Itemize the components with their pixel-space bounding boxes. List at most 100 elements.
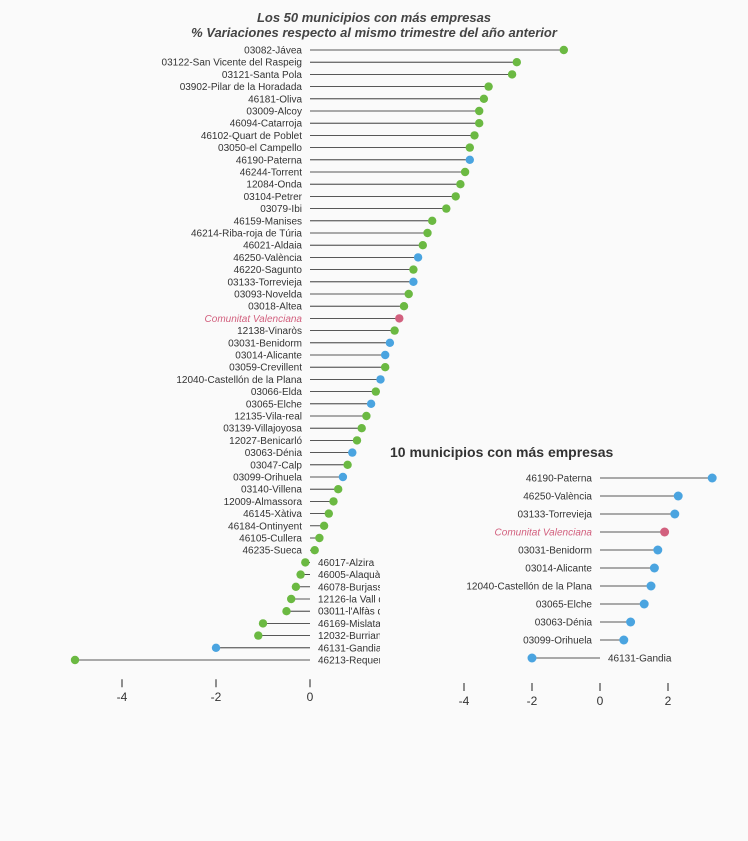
lollipop-dot xyxy=(475,119,483,127)
row-label: 46235-Sueca xyxy=(243,546,303,557)
axis-label: 0 xyxy=(597,694,604,708)
row-label: 03009-Alcoy xyxy=(246,107,302,118)
lollipop-dot xyxy=(419,241,427,249)
row-label: 46190-Paterna xyxy=(236,155,303,166)
lollipop-dot xyxy=(405,290,413,298)
lollipop-dot xyxy=(292,583,300,591)
row-label: 46184-Ontinyent xyxy=(228,521,302,532)
lollipop-dot xyxy=(640,600,649,609)
axis-label: 2 xyxy=(665,694,672,708)
lollipop-dot xyxy=(315,534,323,542)
row-label: 46094-Catarroja xyxy=(230,119,303,130)
row-label: 03140-Villena xyxy=(241,485,302,496)
row-label: 03082-Jávea xyxy=(244,46,302,57)
row-label: 12040-Castellón de la Plana xyxy=(466,582,592,593)
row-label: 46145-Xàtiva xyxy=(243,509,302,520)
row-label: 03065-Elche xyxy=(536,600,593,611)
chart-title-2: % Variaciones respecto al mismo trimestr… xyxy=(10,25,738,40)
row-label: 46021-Aldaia xyxy=(243,241,302,252)
axis-label: -2 xyxy=(527,694,538,708)
lollipop-dot xyxy=(452,192,460,200)
lollipop-dot xyxy=(395,314,403,322)
lollipop-dot xyxy=(311,546,319,554)
row-label: 12084-Onda xyxy=(246,180,302,191)
row-label: 03902-Pilar de la Horadada xyxy=(180,82,303,93)
lollipop-dot xyxy=(423,229,431,237)
lollipop-dot xyxy=(71,656,79,664)
row-label: 46102-Quart de Poblet xyxy=(201,131,302,142)
lollipop-dot xyxy=(287,595,295,603)
lollipop-dot xyxy=(466,156,474,164)
row-label: 46131-Gandia xyxy=(608,654,672,665)
lollipop-dot xyxy=(626,618,635,627)
inset-title: 10 municipios con más empresas xyxy=(380,440,740,468)
lollipop-dot xyxy=(390,326,398,334)
row-label: 03079-Ibi xyxy=(260,204,302,215)
lollipop-dot xyxy=(466,143,474,151)
lollipop-dot xyxy=(660,528,669,537)
lollipop-dot xyxy=(513,58,521,66)
lollipop-dot xyxy=(301,558,309,566)
lollipop-dot xyxy=(670,510,679,519)
row-label: 03050-el Campello xyxy=(218,143,302,154)
lollipop-dot xyxy=(484,82,492,90)
lollipop-dot xyxy=(282,607,290,615)
lollipop-dot xyxy=(528,654,537,663)
lollipop-dot xyxy=(381,363,389,371)
row-label: 12027-Benicarló xyxy=(229,436,302,447)
row-label: 03121-Santa Pola xyxy=(222,70,303,81)
lollipop-dot xyxy=(334,485,342,493)
lollipop-dot xyxy=(653,546,662,555)
row-label: 03133-Torrevieja xyxy=(518,510,593,521)
row-label: 12009-Almassora xyxy=(224,497,303,508)
row-label: 03063-Dénia xyxy=(245,448,303,459)
row-label: 46105-Cullera xyxy=(239,534,302,545)
lollipop-dot xyxy=(428,217,436,225)
lollipop-dot xyxy=(376,375,384,383)
lollipop-dot xyxy=(259,619,267,627)
lollipop-dot xyxy=(414,253,422,261)
lollipop-dot xyxy=(475,107,483,115)
row-label: 03047-Calp xyxy=(250,460,302,471)
row-label: 03018-Altea xyxy=(248,302,302,313)
row-label: 03133-Torrevieja xyxy=(228,277,303,288)
row-label: 46220-Sagunto xyxy=(234,265,303,276)
inset-lollipop-chart: 10 municipios con más empresas 46190-Pat… xyxy=(380,440,740,726)
axis-label: -2 xyxy=(211,690,222,704)
lollipop-dot xyxy=(708,474,717,483)
row-label: 03065-Elche xyxy=(246,399,303,410)
chart-title-1: Los 50 municipios con más empresas xyxy=(10,10,738,25)
row-label: 12040-Castellón de la Plana xyxy=(176,375,302,386)
row-label: 46214-Riba-roja de Túria xyxy=(191,229,302,240)
row-label: 03031-Benidorm xyxy=(228,338,302,349)
row-label: 46190-Paterna xyxy=(526,474,593,485)
row-label: 46250-València xyxy=(233,253,302,264)
row-label: 03099-Orihuela xyxy=(523,636,592,647)
lollipop-dot xyxy=(409,265,417,273)
lollipop-dot xyxy=(362,412,370,420)
axis-label: -4 xyxy=(459,694,470,708)
row-label: 46159-Manises xyxy=(234,216,302,227)
row-label: 03122-San Vicente del Raspeig xyxy=(162,58,302,69)
lollipop-dot xyxy=(674,492,683,501)
axis-label: -4 xyxy=(117,690,128,704)
row-label: Comunitat Valenciana xyxy=(205,314,303,325)
row-label: 46181-Oliva xyxy=(248,94,302,105)
lollipop-dot xyxy=(647,582,656,591)
row-label: Comunitat Valenciana xyxy=(495,528,593,539)
row-label: 46244-Torrent xyxy=(240,168,302,179)
row-label: 46017-Alzira xyxy=(318,558,375,569)
lollipop-dot xyxy=(372,387,380,395)
row-label: 03059-Crevillent xyxy=(229,363,302,374)
row-label: 03099-Orihuela xyxy=(233,473,302,484)
lollipop-dot xyxy=(400,302,408,310)
lollipop-dot xyxy=(254,631,262,639)
lollipop-dot xyxy=(381,351,389,359)
lollipop-dot xyxy=(343,461,351,469)
lollipop-dot xyxy=(367,400,375,408)
row-label: 12032-Burriana xyxy=(318,631,387,642)
row-label: 03063-Dénia xyxy=(535,618,593,629)
lollipop-dot xyxy=(480,95,488,103)
lollipop-dot xyxy=(508,70,516,78)
row-label: 03014-Alicante xyxy=(525,564,592,575)
